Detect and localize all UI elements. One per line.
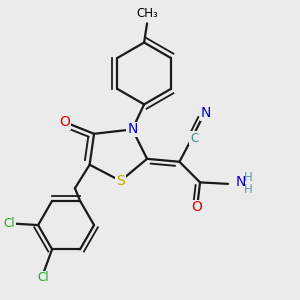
Text: N: N xyxy=(127,122,137,136)
Text: Cl: Cl xyxy=(4,217,15,230)
Text: Cl: Cl xyxy=(38,272,49,284)
Text: N: N xyxy=(201,106,211,120)
Text: H: H xyxy=(244,183,252,196)
Text: H: H xyxy=(244,171,252,184)
Text: C: C xyxy=(190,132,198,145)
Text: O: O xyxy=(59,115,70,129)
Text: N: N xyxy=(236,176,246,189)
Text: O: O xyxy=(192,200,203,214)
Text: S: S xyxy=(116,174,125,188)
Text: CH₃: CH₃ xyxy=(136,8,158,20)
